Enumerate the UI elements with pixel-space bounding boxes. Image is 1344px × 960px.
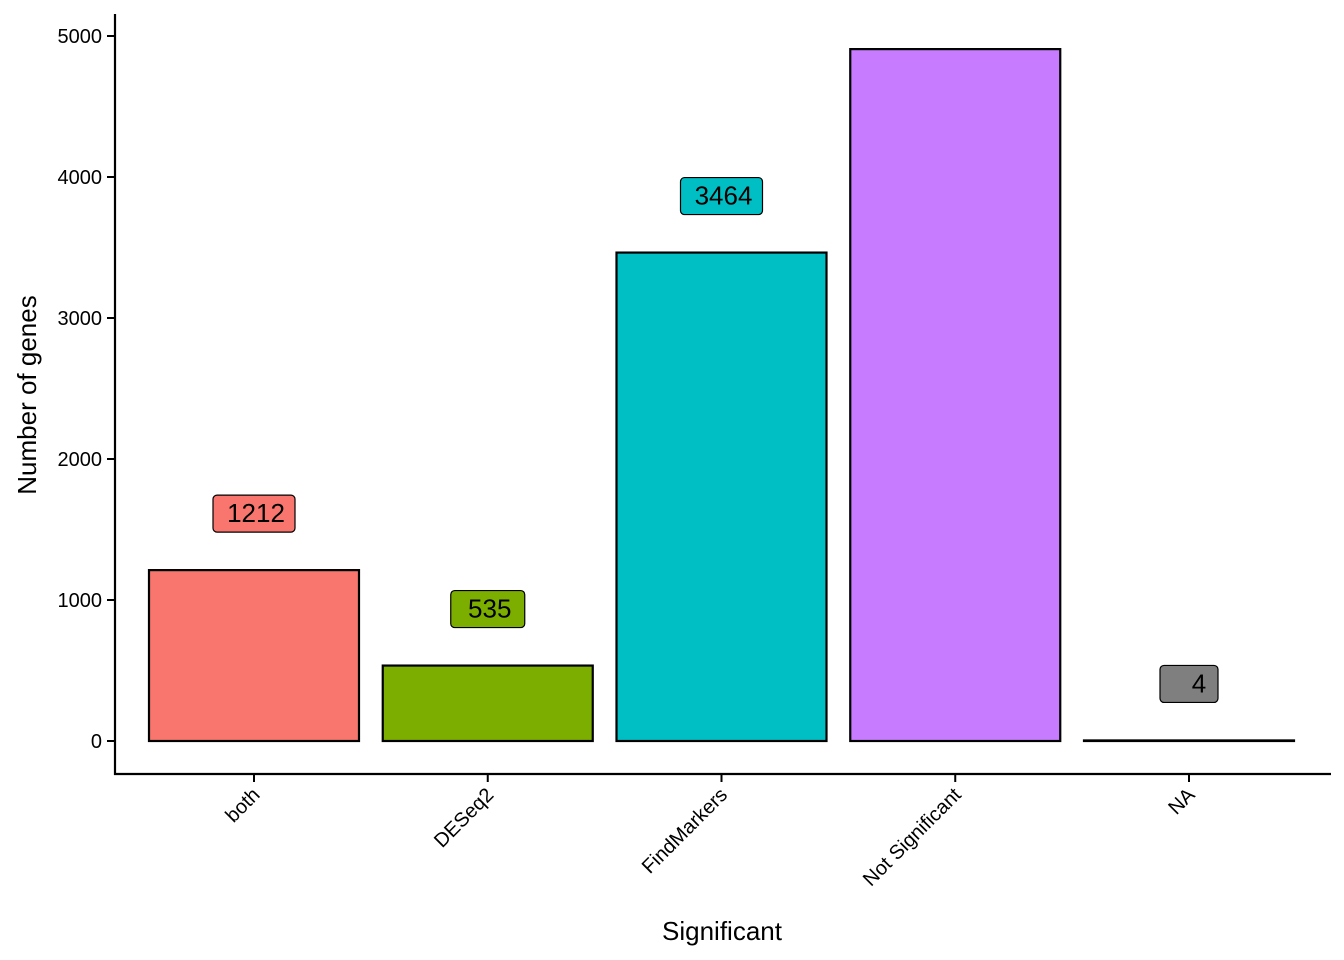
data-label-box xyxy=(1159,664,1219,704)
bar-findmarkers xyxy=(615,251,828,743)
data-label: 3464 xyxy=(679,176,764,216)
data-label-text: 1212 xyxy=(227,498,285,528)
data-label-box xyxy=(450,589,526,629)
data-label: 4 xyxy=(1159,664,1219,704)
data-label-box xyxy=(679,176,764,216)
y-axis: 0 1000 2000 3000 4000 5000 xyxy=(58,14,117,775)
bar-deseq2 xyxy=(381,664,594,743)
x-axis-title: Significant xyxy=(662,916,783,946)
data-labels-group: 1212 535 3464 4 xyxy=(212,176,1219,704)
x-tick-label: FindMarkers xyxy=(638,784,732,878)
x-tick-label: Not Significant xyxy=(859,784,966,891)
y-tick-label: 4000 xyxy=(58,167,103,189)
data-label: 1212 xyxy=(212,494,296,533)
data-label-box xyxy=(212,494,296,533)
data-label-text: 3464 xyxy=(695,181,753,211)
bar-not-significant xyxy=(849,48,1062,743)
y-axis-title: Number of genes xyxy=(12,295,42,494)
y-tick-label: 2000 xyxy=(58,449,103,471)
data-label: 535 xyxy=(450,589,526,629)
data-label-text: 4 xyxy=(1192,668,1206,698)
x-tick-label: NA xyxy=(1164,784,1200,820)
y-tick-label: 3000 xyxy=(58,308,103,330)
y-tick-label: 1000 xyxy=(58,590,103,612)
bar-na xyxy=(1082,739,1296,743)
data-label-text: 535 xyxy=(468,594,511,624)
bar-both xyxy=(147,569,361,743)
x-tick-label: DESeq2 xyxy=(430,784,498,852)
y-tick-label: 5000 xyxy=(58,26,103,48)
x-tick-label: both xyxy=(221,784,264,827)
y-tick-label: 0 xyxy=(91,731,102,753)
x-axis: both DESeq2 FindMarkers Not Significant NA xyxy=(114,772,1331,891)
bars-group xyxy=(147,48,1296,743)
